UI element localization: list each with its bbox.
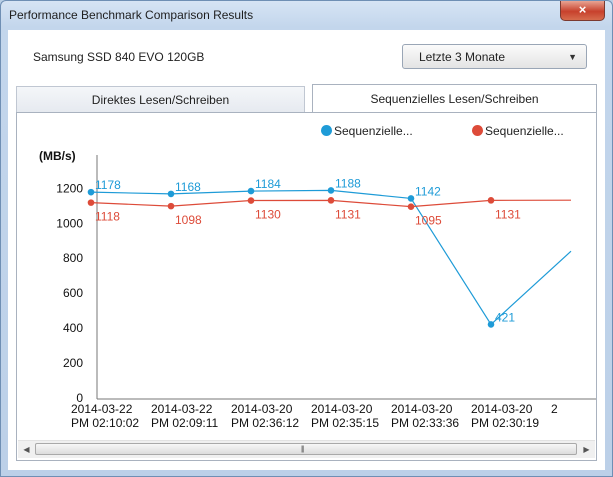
horizontal-scrollbar[interactable]: ◀ ||| ▶ xyxy=(18,440,595,458)
x-tick-label-time: PM 02:33:36 xyxy=(391,416,459,430)
chevron-down-icon: ▼ xyxy=(568,52,577,62)
data-point-series-2 xyxy=(487,197,495,204)
y-tick-label: 200 xyxy=(63,356,83,370)
x-tick-label-time: PM 02:30:19 xyxy=(471,416,539,430)
data-label-series-1: 1142 xyxy=(415,184,441,198)
data-point-series-1 xyxy=(487,321,495,328)
y-tick-label: 1000 xyxy=(56,216,83,230)
y-axis-unit-label: (MB/s) xyxy=(39,149,76,163)
tab-sequential-read-write[interactable]: Sequenzielles Lesen/Schreiben xyxy=(312,84,597,112)
legend-label-series-1: Sequenzielle... xyxy=(334,124,413,138)
y-tick-label: 800 xyxy=(63,251,83,265)
data-point-series-1 xyxy=(247,187,255,195)
legend-marker-series-2 xyxy=(472,125,483,136)
x-tick-label-date: 2014-03-22 xyxy=(71,402,133,416)
x-tick-label-date: 2014-03-20 xyxy=(391,402,453,416)
title-bar[interactable]: Performance Benchmark Comparison Results… xyxy=(1,1,612,29)
data-label-series-1: 1168 xyxy=(175,180,201,194)
x-tick-label-time: PM 02:35:15 xyxy=(311,416,379,430)
x-tick-label-date: 2014-03-20 xyxy=(471,402,533,416)
scrollbar-grip-icon: ||| xyxy=(301,446,305,453)
legend-label-series-2: Sequenzielle... xyxy=(485,124,564,138)
x-tick-label-date: 2014-03-20 xyxy=(311,402,373,416)
x-tick-label-date: 2 xyxy=(551,402,558,416)
tab-direct-read-write[interactable]: Direktes Lesen/Schreiben xyxy=(16,86,305,112)
data-point-series-1 xyxy=(327,187,335,194)
drive-name: Samsung SSD 840 EVO 120GB xyxy=(33,50,205,64)
data-label-series-1: 1184 xyxy=(255,177,281,191)
data-label-series-2: 1118 xyxy=(95,210,120,224)
y-tick-label: 0 xyxy=(76,391,83,405)
data-label-series-1: 421 xyxy=(495,310,515,324)
data-label-series-2: 1131 xyxy=(495,207,521,221)
data-point-series-1 xyxy=(167,190,175,198)
legend-item-series-2[interactable]: Sequenzielle... xyxy=(472,124,564,138)
data-point-series-1 xyxy=(407,195,415,202)
x-tick-label-time: PM 02:10:02 xyxy=(71,416,139,430)
period-dropdown[interactable]: Letzte 3 Monate ▼ xyxy=(402,44,587,69)
window-title: Performance Benchmark Comparison Results xyxy=(9,8,254,22)
x-tick-label-date: 2014-03-20 xyxy=(231,402,293,416)
data-point-series-2 xyxy=(247,197,255,204)
chart-panel: Sequenzielle... Sequenzielle... (MB/s) 0… xyxy=(16,112,597,461)
data-label-series-2: 1130 xyxy=(255,208,281,222)
close-button[interactable]: × xyxy=(560,1,605,21)
scroll-left-icon[interactable]: ◀ xyxy=(23,445,30,454)
data-point-series-2 xyxy=(327,197,335,204)
period-selected-value: Letzte 3 Monate xyxy=(419,50,506,64)
data-label-series-1: 1178 xyxy=(95,178,121,192)
x-tick-label-date: 2014-03-22 xyxy=(151,402,213,416)
x-tick-label-time: PM 02:36:12 xyxy=(231,416,299,430)
legend-marker-series-1 xyxy=(321,125,332,136)
data-label-series-1: 1188 xyxy=(335,176,361,190)
y-tick-label: 400 xyxy=(63,321,83,335)
data-point-series-1 xyxy=(87,188,95,196)
scrollbar-thumb[interactable]: ||| xyxy=(35,443,577,455)
y-tick-label: 600 xyxy=(63,286,83,300)
y-tick-label: 1200 xyxy=(56,181,83,195)
client-area: Samsung SSD 840 EVO 120GB Letzte 3 Monat… xyxy=(8,30,605,470)
legend-item-series-1[interactable]: Sequenzielle... xyxy=(321,124,413,138)
data-point-series-2 xyxy=(87,199,95,206)
scroll-right-icon[interactable]: ▶ xyxy=(583,445,590,454)
data-point-series-2 xyxy=(167,202,175,210)
data-point-series-2 xyxy=(407,203,415,210)
data-label-series-2: 1098 xyxy=(175,213,202,227)
data-label-series-2: 1095 xyxy=(415,214,442,228)
x-tick-label-time: PM 02:09:11 xyxy=(151,416,218,430)
data-label-series-2: 1131 xyxy=(335,207,361,221)
